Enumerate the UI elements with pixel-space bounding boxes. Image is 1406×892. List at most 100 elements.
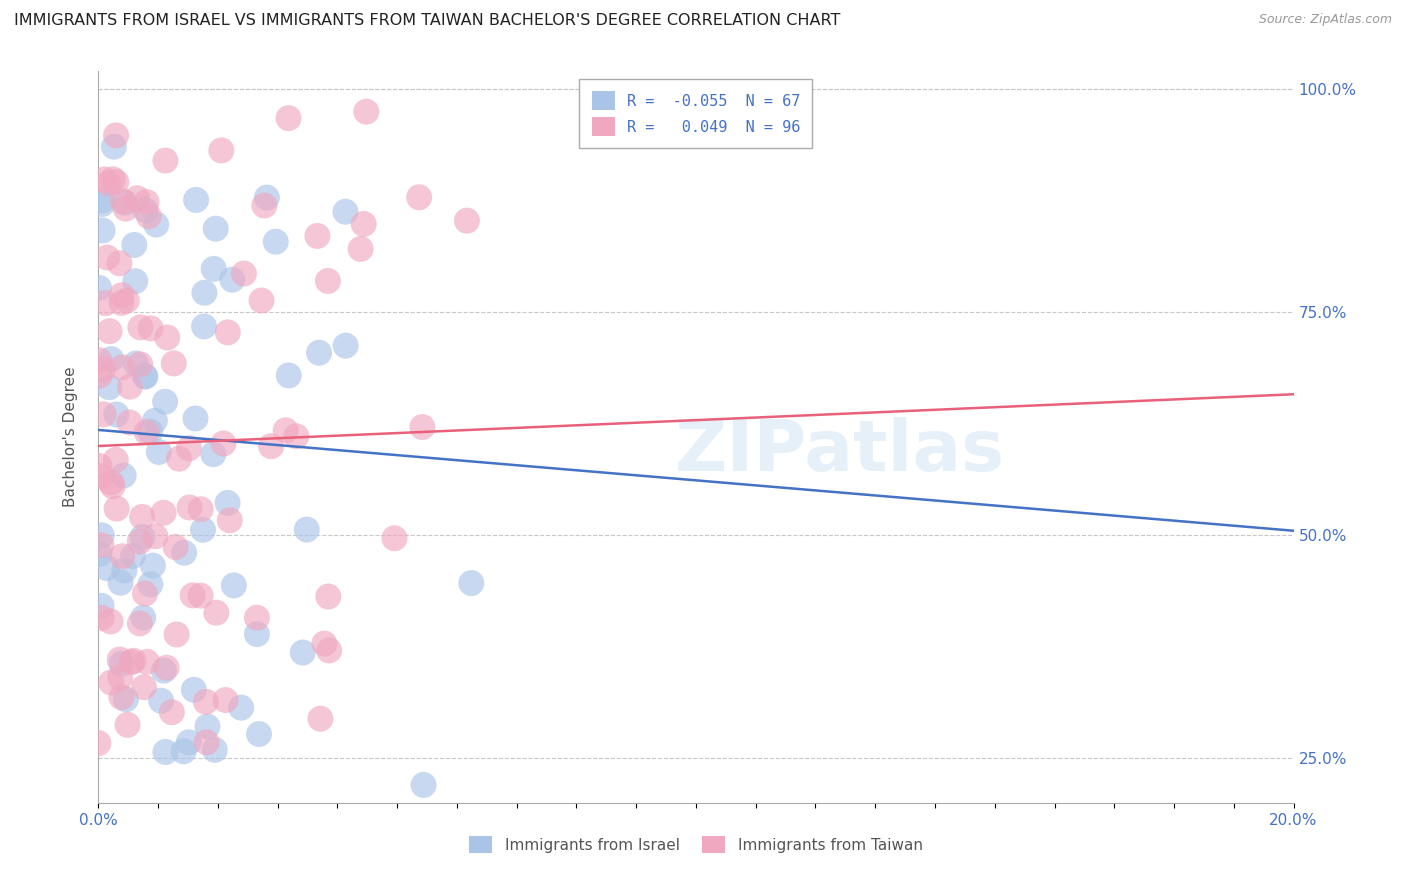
Point — [110, 296, 132, 310]
Point — [93, 172, 115, 186]
Point — [131, 509, 153, 524]
Point — [125, 357, 148, 371]
Point — [307, 229, 329, 244]
Point — [98, 324, 121, 338]
Point — [353, 217, 375, 231]
Point — [191, 523, 214, 537]
Point — [96, 561, 118, 575]
Point — [100, 352, 122, 367]
Point — [218, 513, 240, 527]
Point — [110, 575, 132, 590]
Point — [111, 288, 134, 302]
Point — [101, 479, 124, 493]
Point — [129, 357, 152, 371]
Point — [155, 745, 177, 759]
Point — [184, 193, 207, 207]
Point — [181, 588, 204, 602]
Point — [143, 529, 166, 543]
Point — [91, 223, 114, 237]
Point — [153, 664, 176, 678]
Point — [115, 293, 138, 308]
Point — [222, 578, 245, 592]
Point — [93, 408, 115, 422]
Point — [94, 296, 117, 310]
Point — [408, 190, 430, 204]
Point — [309, 712, 332, 726]
Point — [217, 496, 239, 510]
Point — [103, 139, 125, 153]
Point — [135, 655, 157, 669]
Point — [110, 690, 132, 705]
Point — [231, 700, 253, 714]
Point — [114, 564, 136, 578]
Point — [412, 778, 434, 792]
Point — [190, 502, 212, 516]
Point — [247, 727, 270, 741]
Point — [100, 615, 122, 629]
Point — [135, 194, 157, 209]
Legend: Immigrants from Israel, Immigrants from Taiwan: Immigrants from Israel, Immigrants from … — [461, 828, 931, 861]
Point — [105, 408, 128, 422]
Point — [209, 144, 232, 158]
Point — [384, 531, 406, 545]
Point — [118, 379, 141, 393]
Point — [314, 636, 336, 650]
Point — [177, 442, 200, 456]
Point — [132, 680, 155, 694]
Point — [173, 546, 195, 560]
Point — [139, 321, 162, 335]
Point — [202, 261, 225, 276]
Point — [142, 558, 165, 573]
Point — [90, 599, 112, 613]
Point — [160, 705, 183, 719]
Point — [460, 576, 482, 591]
Point — [124, 274, 146, 288]
Point — [91, 197, 114, 211]
Point — [131, 530, 153, 544]
Point — [129, 320, 152, 334]
Point — [104, 453, 127, 467]
Point — [97, 177, 120, 191]
Point — [111, 194, 134, 209]
Point — [134, 369, 156, 384]
Point — [308, 345, 330, 359]
Point — [143, 414, 166, 428]
Text: IMMIGRANTS FROM ISRAEL VS IMMIGRANTS FROM TAIWAN BACHELOR'S DEGREE CORRELATION C: IMMIGRANTS FROM ISRAEL VS IMMIGRANTS FRO… — [14, 13, 841, 29]
Point — [111, 360, 134, 375]
Point — [316, 590, 339, 604]
Point — [193, 285, 215, 300]
Point — [184, 411, 207, 425]
Point — [193, 319, 215, 334]
Point — [122, 549, 145, 563]
Point — [115, 692, 138, 706]
Point — [183, 682, 205, 697]
Point — [91, 362, 114, 376]
Point — [138, 209, 160, 223]
Point — [163, 356, 186, 370]
Point — [90, 538, 112, 552]
Point — [166, 627, 188, 641]
Point — [101, 172, 124, 186]
Point — [114, 195, 136, 210]
Point — [89, 458, 111, 473]
Point — [128, 616, 150, 631]
Point — [135, 425, 157, 440]
Point — [105, 175, 128, 189]
Point — [335, 204, 357, 219]
Point — [127, 191, 149, 205]
Point — [118, 416, 141, 430]
Point — [165, 540, 187, 554]
Point — [277, 111, 299, 125]
Point — [134, 586, 156, 600]
Point — [132, 610, 155, 624]
Point — [121, 655, 143, 669]
Point — [232, 267, 254, 281]
Point — [89, 353, 111, 368]
Point — [156, 661, 179, 675]
Point — [145, 218, 167, 232]
Point — [152, 506, 174, 520]
Point — [173, 744, 195, 758]
Point — [217, 326, 239, 340]
Point — [134, 202, 156, 217]
Point — [90, 469, 112, 483]
